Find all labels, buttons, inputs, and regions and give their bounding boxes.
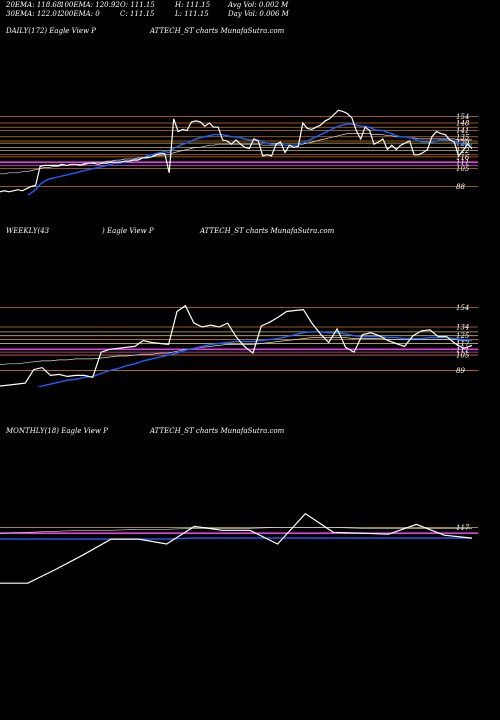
weekly-title-left: WEEKLY(43 <box>6 227 50 235</box>
ema-thin-line <box>0 337 472 366</box>
header-high: H: 111.15 <box>175 1 211 9</box>
y-tick-label: 116 <box>456 153 470 161</box>
header-ema20: 20EMA: 118.68 <box>6 1 62 9</box>
header-close: C: 111.15 <box>120 10 155 18</box>
header-ema30: 30EMA: 122.01 <box>6 10 62 18</box>
y-tick-label: 111 <box>456 346 469 354</box>
y-tick-label: 154 <box>456 113 469 121</box>
y-tick-label: 148 <box>456 120 470 128</box>
header-low: L: 111.15 <box>175 10 209 18</box>
y-tick-label: 89 <box>456 367 465 375</box>
monthly-title-right: ATTECH_ST charts MunafaSutra.com <box>150 427 285 435</box>
header-ema200: 200EMA: 0 <box>60 10 100 18</box>
weekly-title-mid: ) Eagle View P <box>102 227 154 235</box>
monthly-title-left: MONTHLY(18) Eagle View P <box>6 427 108 435</box>
y-tick-label: 125 <box>456 332 470 340</box>
price-line <box>0 304 473 387</box>
y-tick-label: 141 <box>456 127 469 135</box>
monthly-chart: 117 <box>0 512 478 584</box>
y-tick-label: 135 <box>456 133 470 141</box>
price-line <box>0 512 473 584</box>
price-line <box>0 109 473 193</box>
y-tick-label: 111 <box>456 159 469 167</box>
y-tick-label: 117 <box>456 340 470 348</box>
daily-title-left: DAILY(172) Eagle View P <box>6 27 96 35</box>
daily-title-right: ATTECH_ST charts MunafaSutra.com <box>150 27 285 35</box>
y-tick-label: 154 <box>456 304 469 312</box>
header-avg-vol: Avg Vol: 0.002 M <box>228 1 289 9</box>
y-tick-label: 105 <box>456 352 470 360</box>
weekly-title-right: ATTECH_ST charts MunafaSutra.com <box>200 227 335 235</box>
ema-blue-line <box>27 123 473 195</box>
y-tick-label: 134 <box>456 324 469 332</box>
header-open: O: 111.15 <box>120 1 155 9</box>
y-tick-label: 88 <box>456 183 465 191</box>
ema-thin-line <box>0 133 472 175</box>
y-tick-label: 105 <box>456 165 470 173</box>
header-ema100: 100EMA: 120.92 <box>60 1 120 9</box>
y-tick-label: 117 <box>456 524 470 532</box>
header-day-vol: Day Vol: 0.006 M <box>228 10 289 18</box>
ema-blue-line <box>37 331 473 387</box>
ema-thin-line <box>0 527 472 534</box>
ema-blue-line <box>0 537 472 540</box>
